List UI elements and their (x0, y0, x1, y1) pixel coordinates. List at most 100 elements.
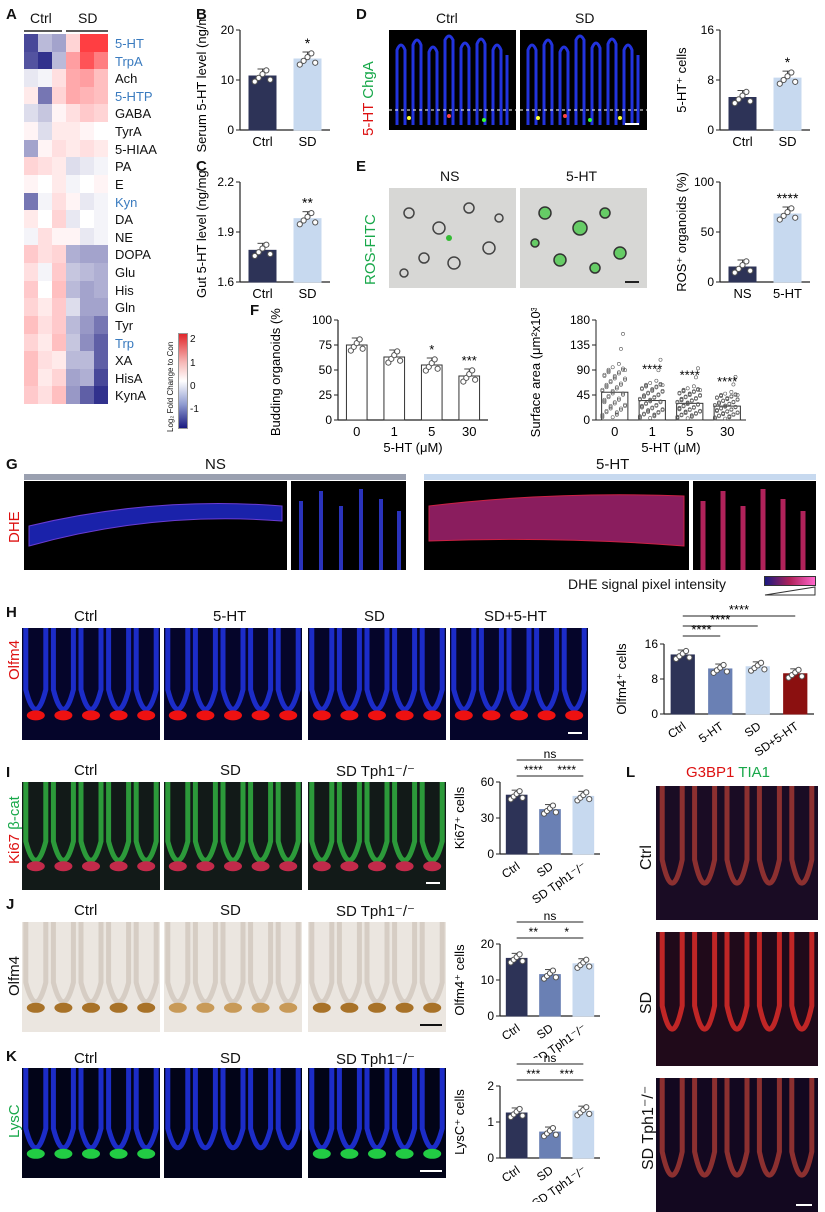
data-point (776, 80, 783, 87)
data-point (516, 788, 523, 795)
data-point (658, 382, 663, 386)
data-point (296, 61, 303, 68)
data-point (397, 357, 404, 364)
significance-label: **** (680, 368, 700, 383)
x-tick-label: Ctrl (252, 134, 272, 149)
bar (505, 794, 528, 855)
heatmap-cell (94, 368, 108, 387)
heatmap-cell (66, 34, 80, 52)
data-point (612, 400, 617, 405)
data-point (712, 415, 717, 420)
data-point (698, 388, 702, 392)
data-point (255, 74, 262, 81)
heatmap-row-label: DA (115, 212, 134, 228)
data-point (516, 1105, 523, 1113)
data-point (691, 389, 696, 394)
data-point (251, 252, 258, 260)
heatmap-cell (38, 157, 52, 175)
heatmap-cell (94, 139, 108, 158)
panel-i-label-sdtph: SD Tph1⁻/⁻ (336, 763, 415, 780)
data-point (733, 392, 738, 397)
heatmap-cell (52, 227, 66, 246)
heatmap-cell (66, 280, 80, 299)
x-tick-label: Ctrl (252, 286, 272, 301)
x-tick-label: 0 (611, 424, 618, 439)
heatmap-cell (38, 280, 52, 299)
heatmap-cell (38, 51, 52, 70)
heatmap-cell (52, 245, 66, 264)
heatmap-row-label: TrpA (115, 53, 143, 69)
data-point (656, 368, 661, 373)
significance-label: **** (710, 612, 730, 627)
x-tick-label: 1 (391, 424, 398, 439)
data-point (731, 100, 738, 107)
bar (248, 75, 277, 131)
panel-i-label-ctrl: Ctrl (74, 762, 98, 779)
data-point (608, 379, 613, 383)
y-axis-label: Gut 5-HT level (ng/mg) (194, 170, 209, 298)
data-point (604, 385, 609, 390)
data-point (619, 346, 623, 351)
heatmap-cell (80, 51, 94, 70)
bar (670, 654, 695, 715)
heatmap-cell (24, 368, 38, 387)
heatmap-cell (38, 192, 52, 211)
data-point (267, 250, 274, 258)
heatmap-row-label: Trp (115, 335, 135, 351)
data-point (619, 381, 623, 386)
data-point (610, 390, 615, 395)
x-tick-label: SD (534, 1163, 556, 1184)
x-tick-label: 1 (649, 424, 656, 439)
x-tick-label: Ctrl (732, 134, 752, 149)
micrograph-l-0 (656, 786, 818, 920)
data-point (610, 415, 615, 420)
panel-l-row-sdtph: SD Tph1⁻/⁻ (640, 1085, 657, 1170)
y-tick-label: 50 (319, 363, 333, 377)
data-point (623, 377, 627, 382)
bar (572, 963, 595, 1017)
heatmap-cell (80, 227, 94, 246)
data-point (776, 216, 783, 223)
x-axis-label: 5-HT (μM) (383, 440, 442, 455)
data-point (698, 393, 702, 397)
data-point (619, 382, 623, 387)
data-point (263, 67, 270, 74)
micrograph-k-0 (22, 1068, 160, 1178)
significance-label: **** (729, 604, 749, 617)
panel-a-letter: A (6, 6, 17, 23)
y-tick-label: 135 (570, 338, 590, 352)
data-point (747, 267, 754, 274)
y-axis-label: Olfm4⁺ cells (452, 944, 467, 1016)
data-point (606, 369, 611, 373)
data-point (735, 393, 740, 397)
data-point (743, 88, 750, 96)
data-point (434, 365, 441, 372)
data-point (600, 414, 605, 418)
heatmap-cell (38, 315, 52, 334)
data-point (723, 391, 728, 396)
data-point (602, 400, 607, 405)
heatmap-cell (66, 139, 80, 158)
data-point (757, 659, 765, 666)
chart-b: 20 10 0 Ctrl SD * Serum 5-HT level (ng/ml) (194, 18, 330, 152)
heatmap-cell (66, 104, 80, 123)
micrograph-g-5ht-zoom (693, 481, 816, 570)
data-point (640, 386, 644, 391)
dhe-intensity-label: DHE signal pixel intensity (568, 576, 726, 592)
heatmap-row-label: Ach (115, 71, 138, 87)
x-tick-label: Ctrl (499, 1163, 522, 1185)
data-point (747, 98, 754, 105)
heatmap-cell (24, 86, 38, 105)
heatmap-cell (38, 351, 52, 369)
y-tick-label: 25 (319, 388, 333, 402)
data-point (300, 57, 307, 64)
heatmap-cell (94, 315, 108, 334)
micrograph-h-0 (22, 628, 160, 740)
data-point (602, 397, 607, 402)
heatmap-cell (38, 174, 52, 193)
data-point (612, 376, 617, 381)
data-point (784, 209, 791, 216)
heatmap-cell (94, 263, 108, 281)
data-point (798, 673, 805, 680)
